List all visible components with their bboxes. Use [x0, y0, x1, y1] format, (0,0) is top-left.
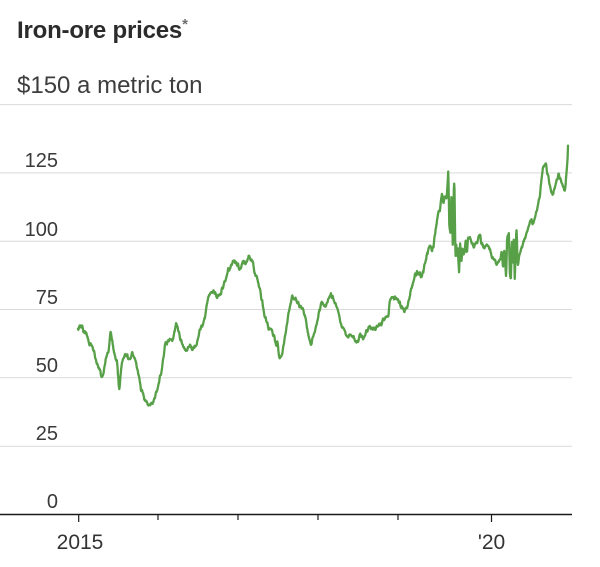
svg-text:'20: '20	[478, 531, 505, 554]
svg-text:25: 25	[36, 423, 58, 445]
svg-text:0: 0	[47, 491, 58, 513]
svg-text:125: 125	[25, 150, 58, 172]
svg-text:75: 75	[36, 287, 58, 309]
svg-text:50: 50	[36, 355, 58, 377]
svg-text:100: 100	[25, 219, 58, 241]
svg-text:2015: 2015	[57, 531, 104, 554]
